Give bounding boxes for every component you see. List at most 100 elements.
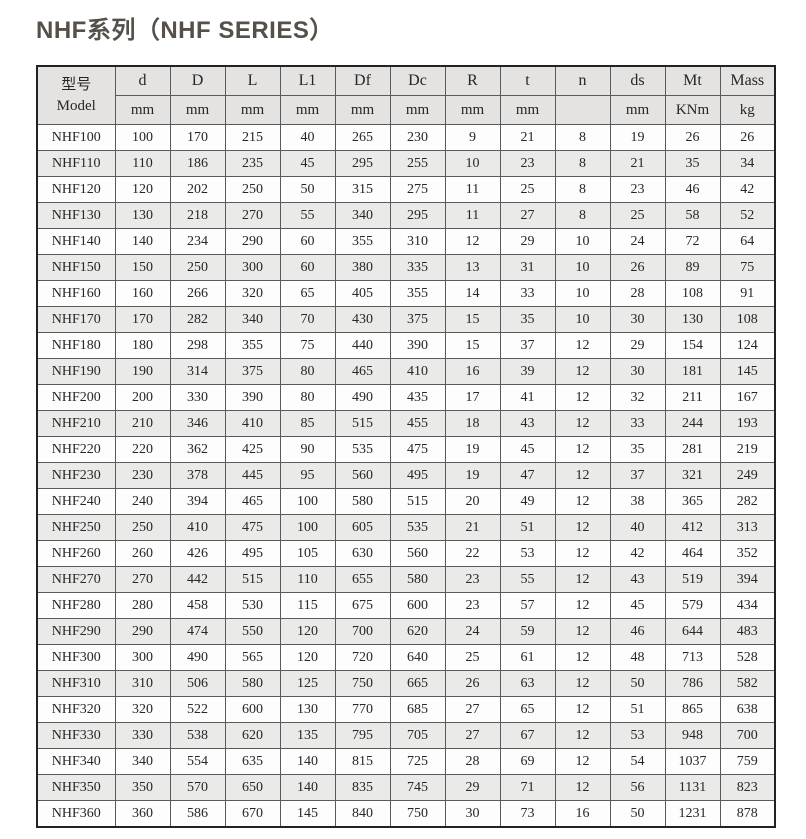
value-cell-L: 495 [224, 540, 281, 567]
value-cell-Dc: 665 [389, 670, 446, 697]
value-cell-Dc: 335 [389, 254, 446, 281]
value-cell-Dc: 355 [389, 280, 446, 307]
value-cell-L: 250 [224, 176, 281, 203]
value-cell-Mass: 700 [719, 722, 776, 749]
table-row: NHF230 230 378 445 95 560 495 19 47 12 37 321 249 [36, 462, 776, 489]
value-cell-D: 426 [169, 540, 226, 567]
value-cell-R: 18 [444, 410, 501, 437]
table-row: NHF200 200 330 390 80 490 435 17 41 12 32 211 167 [36, 384, 776, 411]
model-cell: NHF230 [36, 462, 116, 489]
model-cell: NHF280 [36, 592, 116, 619]
value-cell-d: 290 [114, 618, 171, 645]
value-cell-Df: 720 [334, 644, 391, 671]
value-cell-R: 26 [444, 670, 501, 697]
value-cell-Df: 795 [334, 722, 391, 749]
value-cell-L: 375 [224, 358, 281, 385]
value-cell-ds: 23 [609, 176, 666, 203]
value-cell-t: 69 [499, 748, 556, 775]
value-cell-R: 9 [444, 124, 501, 151]
value-cell-n: 12 [554, 774, 611, 801]
value-cell-n: 10 [554, 280, 611, 307]
value-cell-R: 11 [444, 176, 501, 203]
value-cell-t: 49 [499, 488, 556, 515]
value-cell-Mass: 282 [719, 488, 776, 515]
value-cell-ds: 51 [609, 696, 666, 723]
value-cell-t: 27 [499, 202, 556, 229]
unit-header-Mt: KNm [664, 95, 721, 125]
value-cell-ds: 33 [609, 410, 666, 437]
model-cell: NHF120 [36, 176, 116, 203]
value-cell-Mt: 786 [664, 670, 721, 697]
value-cell-L: 475 [224, 514, 281, 541]
value-cell-Mt: 154 [664, 332, 721, 359]
value-cell-n: 8 [554, 150, 611, 177]
value-cell-L1: 85 [279, 410, 336, 437]
value-cell-L: 355 [224, 332, 281, 359]
value-cell-D: 474 [169, 618, 226, 645]
table-row: NHF190 190 314 375 80 465 410 16 39 12 30 181 145 [36, 358, 776, 385]
value-cell-d: 110 [114, 150, 171, 177]
unit-header-L: mm [224, 95, 281, 125]
table-body: NHF100 100 170 215 40 265 230 9 21 8 19 26 26 NHF110 1… [36, 124, 776, 828]
value-cell-R: 17 [444, 384, 501, 411]
value-cell-R: 11 [444, 202, 501, 229]
table-row: NHF330 330 538 620 135 795 705 27 67 12 53 948 700 [36, 722, 776, 749]
value-cell-L1: 75 [279, 332, 336, 359]
value-cell-Df: 430 [334, 306, 391, 333]
value-cell-R: 12 [444, 228, 501, 255]
page-title: NHF系列（NHF SERIES） [36, 17, 334, 44]
value-cell-D: 170 [169, 124, 226, 151]
value-cell-d: 250 [114, 514, 171, 541]
value-cell-D: 378 [169, 462, 226, 489]
value-cell-d: 260 [114, 540, 171, 567]
value-cell-Dc: 600 [389, 592, 446, 619]
unit-header-n [554, 95, 611, 125]
value-cell-Df: 675 [334, 592, 391, 619]
value-cell-Mass: 52 [719, 202, 776, 229]
value-cell-Mass: 394 [719, 566, 776, 593]
value-cell-R: 10 [444, 150, 501, 177]
table-row: NHF310 310 506 580 125 750 665 26 63 12 50 786 582 [36, 670, 776, 697]
model-cell: NHF340 [36, 748, 116, 775]
value-cell-D: 522 [169, 696, 226, 723]
value-cell-D: 250 [169, 254, 226, 281]
model-cell: NHF200 [36, 384, 116, 411]
value-cell-D: 218 [169, 202, 226, 229]
column-header-t: t [499, 65, 556, 96]
value-cell-R: 25 [444, 644, 501, 671]
value-cell-L: 650 [224, 774, 281, 801]
value-cell-t: 45 [499, 436, 556, 463]
value-cell-D: 506 [169, 670, 226, 697]
value-cell-Mt: 644 [664, 618, 721, 645]
value-cell-L: 670 [224, 800, 281, 828]
value-cell-n: 8 [554, 176, 611, 203]
value-cell-L1: 125 [279, 670, 336, 697]
value-cell-L1: 100 [279, 488, 336, 515]
model-cell: NHF160 [36, 280, 116, 307]
model-cell: NHF240 [36, 488, 116, 515]
value-cell-L1: 90 [279, 436, 336, 463]
value-cell-ds: 19 [609, 124, 666, 151]
unit-header-R: mm [444, 95, 501, 125]
value-cell-n: 12 [554, 410, 611, 437]
value-cell-Df: 515 [334, 410, 391, 437]
value-cell-D: 538 [169, 722, 226, 749]
table-row: NHF120 120 202 250 50 315 275 11 25 8 23 46 42 [36, 176, 776, 203]
value-cell-Mt: 281 [664, 436, 721, 463]
value-cell-L1: 140 [279, 748, 336, 775]
value-cell-Mt: 181 [664, 358, 721, 385]
model-cell: NHF170 [36, 306, 116, 333]
column-header-L: L [224, 65, 281, 96]
value-cell-ds: 54 [609, 748, 666, 775]
value-cell-ds: 53 [609, 722, 666, 749]
model-column-header: 型号 Model [36, 65, 116, 125]
value-cell-Dc: 750 [389, 800, 446, 828]
value-cell-R: 19 [444, 436, 501, 463]
value-cell-L1: 120 [279, 644, 336, 671]
value-cell-Df: 815 [334, 748, 391, 775]
value-cell-L: 565 [224, 644, 281, 671]
value-cell-Dc: 230 [389, 124, 446, 151]
value-cell-Mt: 58 [664, 202, 721, 229]
